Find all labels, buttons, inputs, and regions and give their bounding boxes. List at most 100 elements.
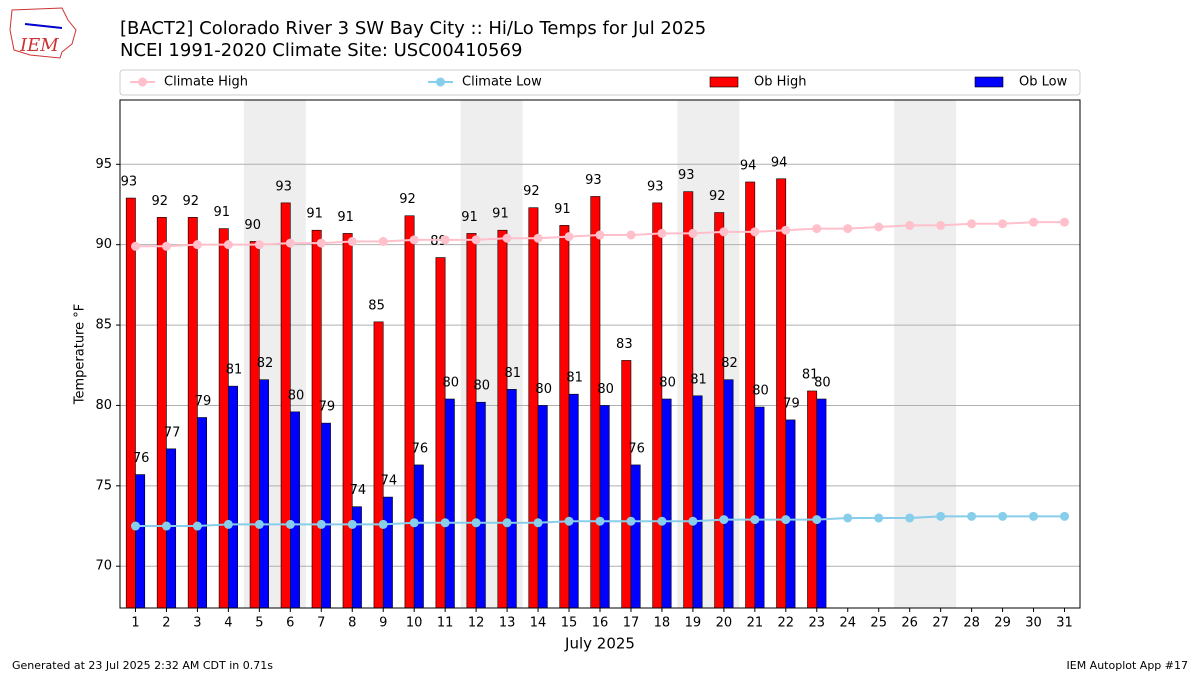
- footer-left: Generated at 23 Jul 2025 2:32 AM CDT in …: [12, 659, 273, 672]
- x-tick-label: 8: [348, 616, 356, 631]
- logo-text: IEM: [19, 35, 59, 56]
- data-label: 93: [275, 179, 292, 194]
- point: [1060, 511, 1070, 521]
- point: [1029, 217, 1039, 227]
- bar: [807, 390, 818, 609]
- y-tick-label: 70: [95, 559, 112, 574]
- legend-marker: [138, 77, 147, 87]
- x-tick-label: 22: [778, 616, 795, 631]
- data-label: 80: [474, 379, 491, 394]
- point: [905, 513, 915, 523]
- bar: [435, 257, 446, 609]
- bar: [621, 360, 632, 609]
- data-label: 81: [690, 372, 707, 387]
- x-tick-label: 6: [286, 616, 294, 631]
- x-tick-label: 2: [162, 616, 170, 631]
- bar: [528, 207, 539, 609]
- data-label: 83: [616, 337, 633, 352]
- point: [1060, 217, 1070, 227]
- bar: [683, 191, 694, 609]
- point: [967, 511, 977, 521]
- x-axis-label: July 2025: [564, 635, 635, 653]
- legend-swatch: [974, 76, 1004, 88]
- bar: [661, 398, 672, 609]
- bar: [537, 405, 548, 609]
- bar: [723, 379, 734, 609]
- bar: [785, 419, 796, 609]
- bar: [497, 229, 508, 609]
- point: [626, 230, 636, 240]
- x-tick-label: 9: [379, 616, 387, 631]
- x-tick-label: 11: [437, 616, 454, 631]
- y-tick-label: 95: [95, 157, 112, 172]
- bar: [218, 228, 229, 609]
- data-label: 74: [350, 483, 367, 498]
- point: [378, 236, 388, 246]
- bar: [135, 474, 146, 609]
- point: [874, 513, 884, 523]
- legend-label: Ob High: [754, 75, 807, 90]
- bar: [290, 411, 300, 609]
- x-tick-label: 1: [131, 616, 139, 631]
- data-label: 80: [443, 376, 460, 391]
- data-label: 92: [399, 192, 416, 207]
- data-label: 90: [244, 218, 261, 233]
- x-tick-label: 31: [1056, 616, 1073, 631]
- legend-label: Climate High: [164, 75, 248, 90]
- x-tick-label: 19: [685, 616, 702, 631]
- point: [688, 516, 698, 526]
- point: [254, 240, 264, 250]
- bar: [342, 233, 353, 609]
- point: [471, 235, 481, 245]
- bar: [590, 196, 601, 609]
- data-label: 94: [740, 158, 757, 173]
- point: [223, 519, 233, 529]
- point: [936, 220, 946, 230]
- legend-marker: [436, 77, 445, 87]
- data-label: 92: [523, 184, 540, 199]
- point: [223, 240, 233, 250]
- data-label: 76: [133, 451, 150, 466]
- point: [192, 240, 202, 250]
- data-label: 82: [721, 356, 738, 371]
- data-label: 80: [814, 376, 831, 391]
- point: [316, 238, 326, 248]
- x-tick-label: 18: [654, 616, 671, 631]
- x-tick-label: 17: [623, 616, 640, 631]
- bar: [506, 389, 517, 609]
- footer-right: IEM Autoplot App #17: [1067, 659, 1189, 672]
- bar: [373, 321, 384, 609]
- point: [347, 519, 357, 529]
- bar: [413, 464, 424, 609]
- bar: [320, 422, 331, 609]
- bar: [776, 178, 787, 609]
- data-label: 93: [585, 173, 602, 188]
- shaded-span: [894, 100, 957, 608]
- x-tick-label: 4: [224, 616, 232, 631]
- logo-line: [24, 23, 63, 29]
- bar: [259, 379, 269, 609]
- point: [595, 230, 605, 240]
- point: [440, 235, 450, 245]
- bar: [816, 398, 827, 609]
- point: [409, 235, 419, 245]
- data-label: 81: [504, 366, 521, 381]
- data-label: 82: [257, 356, 274, 371]
- data-label: 91: [337, 210, 354, 225]
- data-label: 80: [535, 382, 552, 397]
- data-label: 76: [412, 441, 429, 456]
- point: [285, 519, 295, 529]
- legend-box: [119, 69, 1081, 96]
- y-tick-label: 90: [95, 237, 112, 252]
- data-label: 92: [183, 194, 200, 209]
- point: [905, 220, 915, 230]
- point: [533, 233, 543, 243]
- point: [719, 227, 729, 237]
- bar: [466, 233, 477, 609]
- x-tick-label: 24: [839, 616, 856, 631]
- point: [130, 521, 140, 531]
- bar: [280, 202, 291, 609]
- y-tick-label: 85: [95, 318, 112, 333]
- data-label: 91: [213, 205, 230, 220]
- chart-subtitle: NCEI 1991-2020 Climate Site: USC00410569: [120, 40, 522, 61]
